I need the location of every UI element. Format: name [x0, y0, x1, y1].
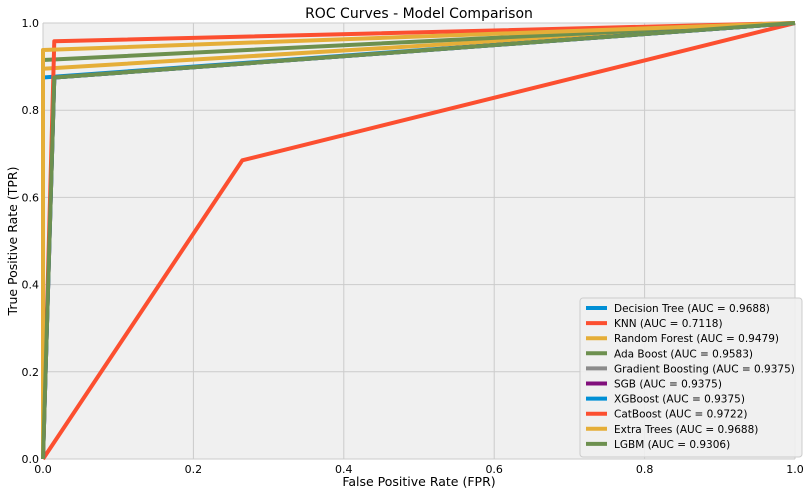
tick-labels: 0.0 0.2 0.4 0.6 0.8 1.0 0.0 0.2 0.4 0.6 0.8 1.0 [22, 17, 804, 476]
legend-label: LGBM (AUC = 0.9306) [614, 439, 730, 451]
legend-frame [579, 297, 803, 458]
y-tick-label: 0.6 [22, 191, 40, 204]
roc-curve-line [41, 21, 796, 461]
legend: Decision Tree (AUC = 0.9688) KNN (AUC = 0… [579, 297, 803, 458]
legend-label: Extra Trees (AUC = 0.9688) [614, 424, 758, 436]
legend-label: SGB (AUC = 0.9375) [614, 379, 722, 391]
series-lines [41, 21, 796, 461]
chart-title: ROC Curves - Model Comparison [305, 6, 533, 22]
roc-curve-line [41, 21, 796, 459]
legend-label: Gradient Boosting (AUC = 0.9375) [614, 363, 795, 375]
roc-curve-line [41, 21, 796, 460]
legend-label: XGBoost (AUC = 0.9375) [614, 394, 745, 406]
y-tick-label: 0.4 [22, 279, 40, 292]
y-tick-label: 1.0 [22, 17, 40, 30]
x-tick-label: 0.0 [34, 463, 52, 476]
y-tick-label: 0.0 [22, 453, 40, 466]
y-tick-label: 0.2 [22, 366, 40, 379]
x-tick-label: 0.4 [335, 463, 353, 476]
legend-label: Ada Boost (AUC = 0.9583) [614, 348, 753, 360]
legend-label: KNN (AUC = 0.7118) [614, 318, 723, 330]
x-tick-label: 1.0 [786, 463, 804, 476]
x-tick-label: 0.6 [485, 463, 503, 476]
y-axis-label: True Positive Rate (TPR) [5, 167, 20, 317]
x-axis-label: False Positive Rate (FPR) [342, 474, 495, 489]
legend-label: CatBoost (AUC = 0.9722) [614, 409, 747, 421]
legend-label: Decision Tree (AUC = 0.9688) [614, 303, 770, 315]
legend-label: Random Forest (AUC = 0.9479) [614, 333, 779, 345]
x-tick-label: 0.8 [636, 463, 654, 476]
y-tick-label: 0.8 [22, 104, 40, 117]
x-tick-label: 0.2 [185, 463, 203, 476]
